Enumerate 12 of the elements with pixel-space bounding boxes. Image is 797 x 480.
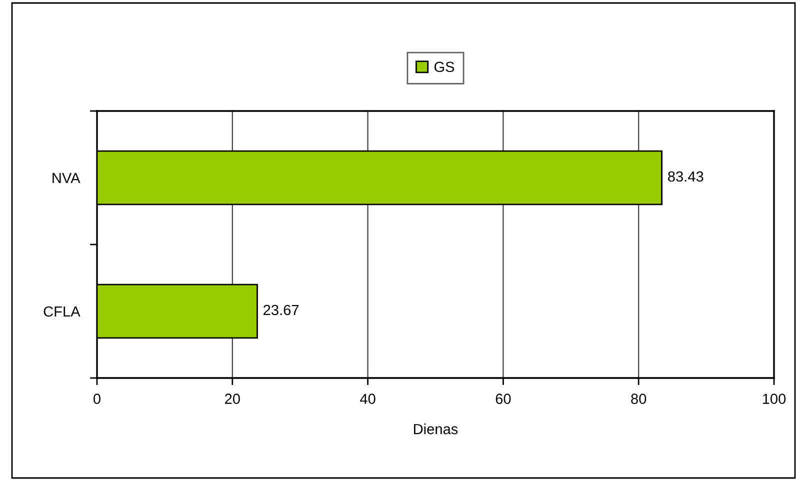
x-tick-label: 40	[360, 394, 376, 404]
y-tick-label: NVA	[52, 173, 80, 184]
x-tick-label: 0	[94, 394, 100, 404]
x-tick-label: 100	[762, 394, 786, 404]
x-axis-title: Dienas	[414, 424, 458, 434]
legend-label: GS	[434, 62, 454, 72]
data-label: 83.43	[668, 171, 704, 182]
data-label: 23.67	[264, 304, 299, 316]
x-tick-label: 20	[225, 394, 240, 404]
y-tick-label: CFLA	[44, 306, 80, 317]
x-tick-label: 80	[631, 394, 646, 404]
x-tick-label: 60	[496, 394, 511, 404]
